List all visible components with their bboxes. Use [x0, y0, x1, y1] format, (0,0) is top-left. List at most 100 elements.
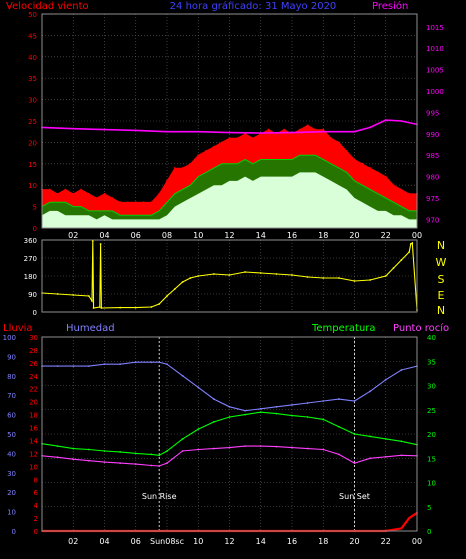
temperature-humidity-x-tick-label: Sun08sc — [150, 537, 184, 546]
dewpoint-point — [134, 463, 137, 465]
pressure-tick-label: 995 — [426, 109, 439, 117]
dewpoint-point — [212, 447, 215, 450]
direction-point — [166, 295, 168, 297]
wind-gust-point — [252, 137, 254, 140]
pressure-point — [259, 132, 262, 134]
wind-x-tick-label: 16 — [287, 231, 297, 240]
direction-point — [173, 288, 176, 290]
wind-gust-point — [134, 201, 137, 204]
humidity-point — [244, 409, 247, 412]
direction-point — [134, 306, 137, 309]
dewpoint-title: Punto rocío — [393, 322, 449, 334]
direction-point — [119, 306, 122, 309]
temperature-title: Temperatura — [311, 323, 376, 334]
wind-gust-point — [158, 192, 161, 195]
wind-x-tick-label: 20 — [349, 231, 359, 240]
rain-point — [400, 527, 403, 530]
rain-tick-label: 26 — [29, 360, 38, 368]
temperature-humidity-x-tick-label: 18 — [318, 537, 328, 546]
temperature-point — [322, 418, 325, 421]
direction-point — [197, 275, 200, 277]
wind-gust-point — [322, 128, 325, 131]
temperature-point — [56, 445, 59, 448]
temperature-humidity-x-tick-label: 02 — [68, 537, 78, 546]
wind-x-tick-label: 18 — [318, 231, 328, 240]
wind-panel: 0510152025303540455097097598098599099510… — [28, 11, 444, 240]
humidity-tick-label: 90 — [7, 353, 16, 361]
direction-point — [99, 243, 102, 245]
direction-point — [56, 293, 59, 295]
compass-label-north-bottom: N — [437, 304, 445, 317]
direction-point — [392, 267, 395, 269]
humidity-point — [166, 363, 168, 366]
wind-x-tick-label: 00 — [412, 231, 422, 240]
wind-x-tick-label: 06 — [131, 231, 141, 240]
rain-tick-label: 16 — [29, 425, 38, 433]
direction-point — [100, 307, 103, 309]
wind-gust-point — [189, 162, 192, 165]
humidity-point — [119, 363, 122, 366]
wind-speed-tick-label: 5 — [33, 204, 37, 212]
temperature-point — [275, 412, 278, 415]
temperature-point — [197, 428, 200, 431]
direction-point — [400, 259, 403, 261]
humidity-point — [181, 374, 184, 377]
wind-x-tick-label: 04 — [99, 231, 109, 240]
humidity-title: Humedad — [66, 323, 115, 334]
sunset-label: Sun Set — [339, 492, 370, 501]
dewpoint-point — [150, 464, 153, 467]
temperature-point — [87, 448, 90, 451]
humidity-tick-label: 30 — [7, 470, 16, 478]
pressure-point — [103, 128, 106, 131]
direction-point — [411, 242, 414, 244]
temperature-point — [158, 454, 161, 457]
temperature-humidity-x-tick-label: 12 — [224, 537, 234, 546]
direction-point — [244, 271, 247, 273]
wind-gust-point — [87, 192, 90, 195]
direction-point — [322, 277, 325, 279]
humidity-tick-label: 0 — [12, 528, 16, 536]
humidity-point — [306, 402, 309, 404]
wind-gust-point — [298, 128, 301, 131]
humidity-tick-label: 50 — [7, 431, 16, 439]
dewpoint-point — [197, 448, 200, 451]
wind-speed-tick-label: 25 — [28, 118, 37, 126]
temperature-humidity-frame — [41, 336, 418, 532]
dewpoint-point — [181, 450, 184, 452]
temperature-tick-label: 5 — [427, 504, 431, 512]
temperature-tick-label: 20 — [427, 431, 436, 439]
temperature-humidity-panel: Sun Rise Sun Set0102030405060708090100024… — [3, 334, 436, 546]
dewpoint-point — [259, 445, 262, 448]
humidity-point — [353, 400, 356, 402]
humidity-point — [150, 361, 153, 364]
direction-point — [259, 272, 262, 274]
direction-point — [181, 281, 184, 283]
wind-gust-point — [166, 180, 168, 182]
rain-tick-label: 6 — [34, 489, 39, 497]
direction-point — [291, 274, 293, 276]
direction-point — [275, 273, 278, 275]
wind-gust-point — [353, 158, 356, 161]
direction-point — [408, 251, 411, 253]
wind-frame — [41, 13, 418, 229]
temperature-humidity-x-tick-label: 16 — [287, 537, 297, 546]
humidity-point — [384, 378, 387, 381]
rain-tick-label: 14 — [29, 437, 38, 445]
wind-gust-point — [337, 141, 340, 144]
temperature-tick-label: 30 — [427, 383, 436, 391]
rain-tick-label: 18 — [29, 412, 38, 420]
temperature-humidity-x-tick-label: 06 — [131, 537, 141, 546]
wind-gust-point — [72, 192, 75, 195]
rain-tick-label: 24 — [29, 373, 38, 381]
temperature-point — [291, 414, 293, 417]
temperature-tick-label: 25 — [427, 407, 436, 415]
dewpoint-point — [322, 448, 325, 451]
humidity-line — [42, 361, 418, 412]
direction-point — [306, 276, 309, 278]
rain-tick-label: 4 — [34, 502, 39, 510]
pressure-tick-label: 980 — [426, 174, 439, 182]
rain-tick-label: 12 — [29, 450, 38, 458]
wind-gust-point — [220, 141, 223, 144]
direction-point — [158, 303, 161, 305]
temperature-point — [337, 425, 340, 428]
